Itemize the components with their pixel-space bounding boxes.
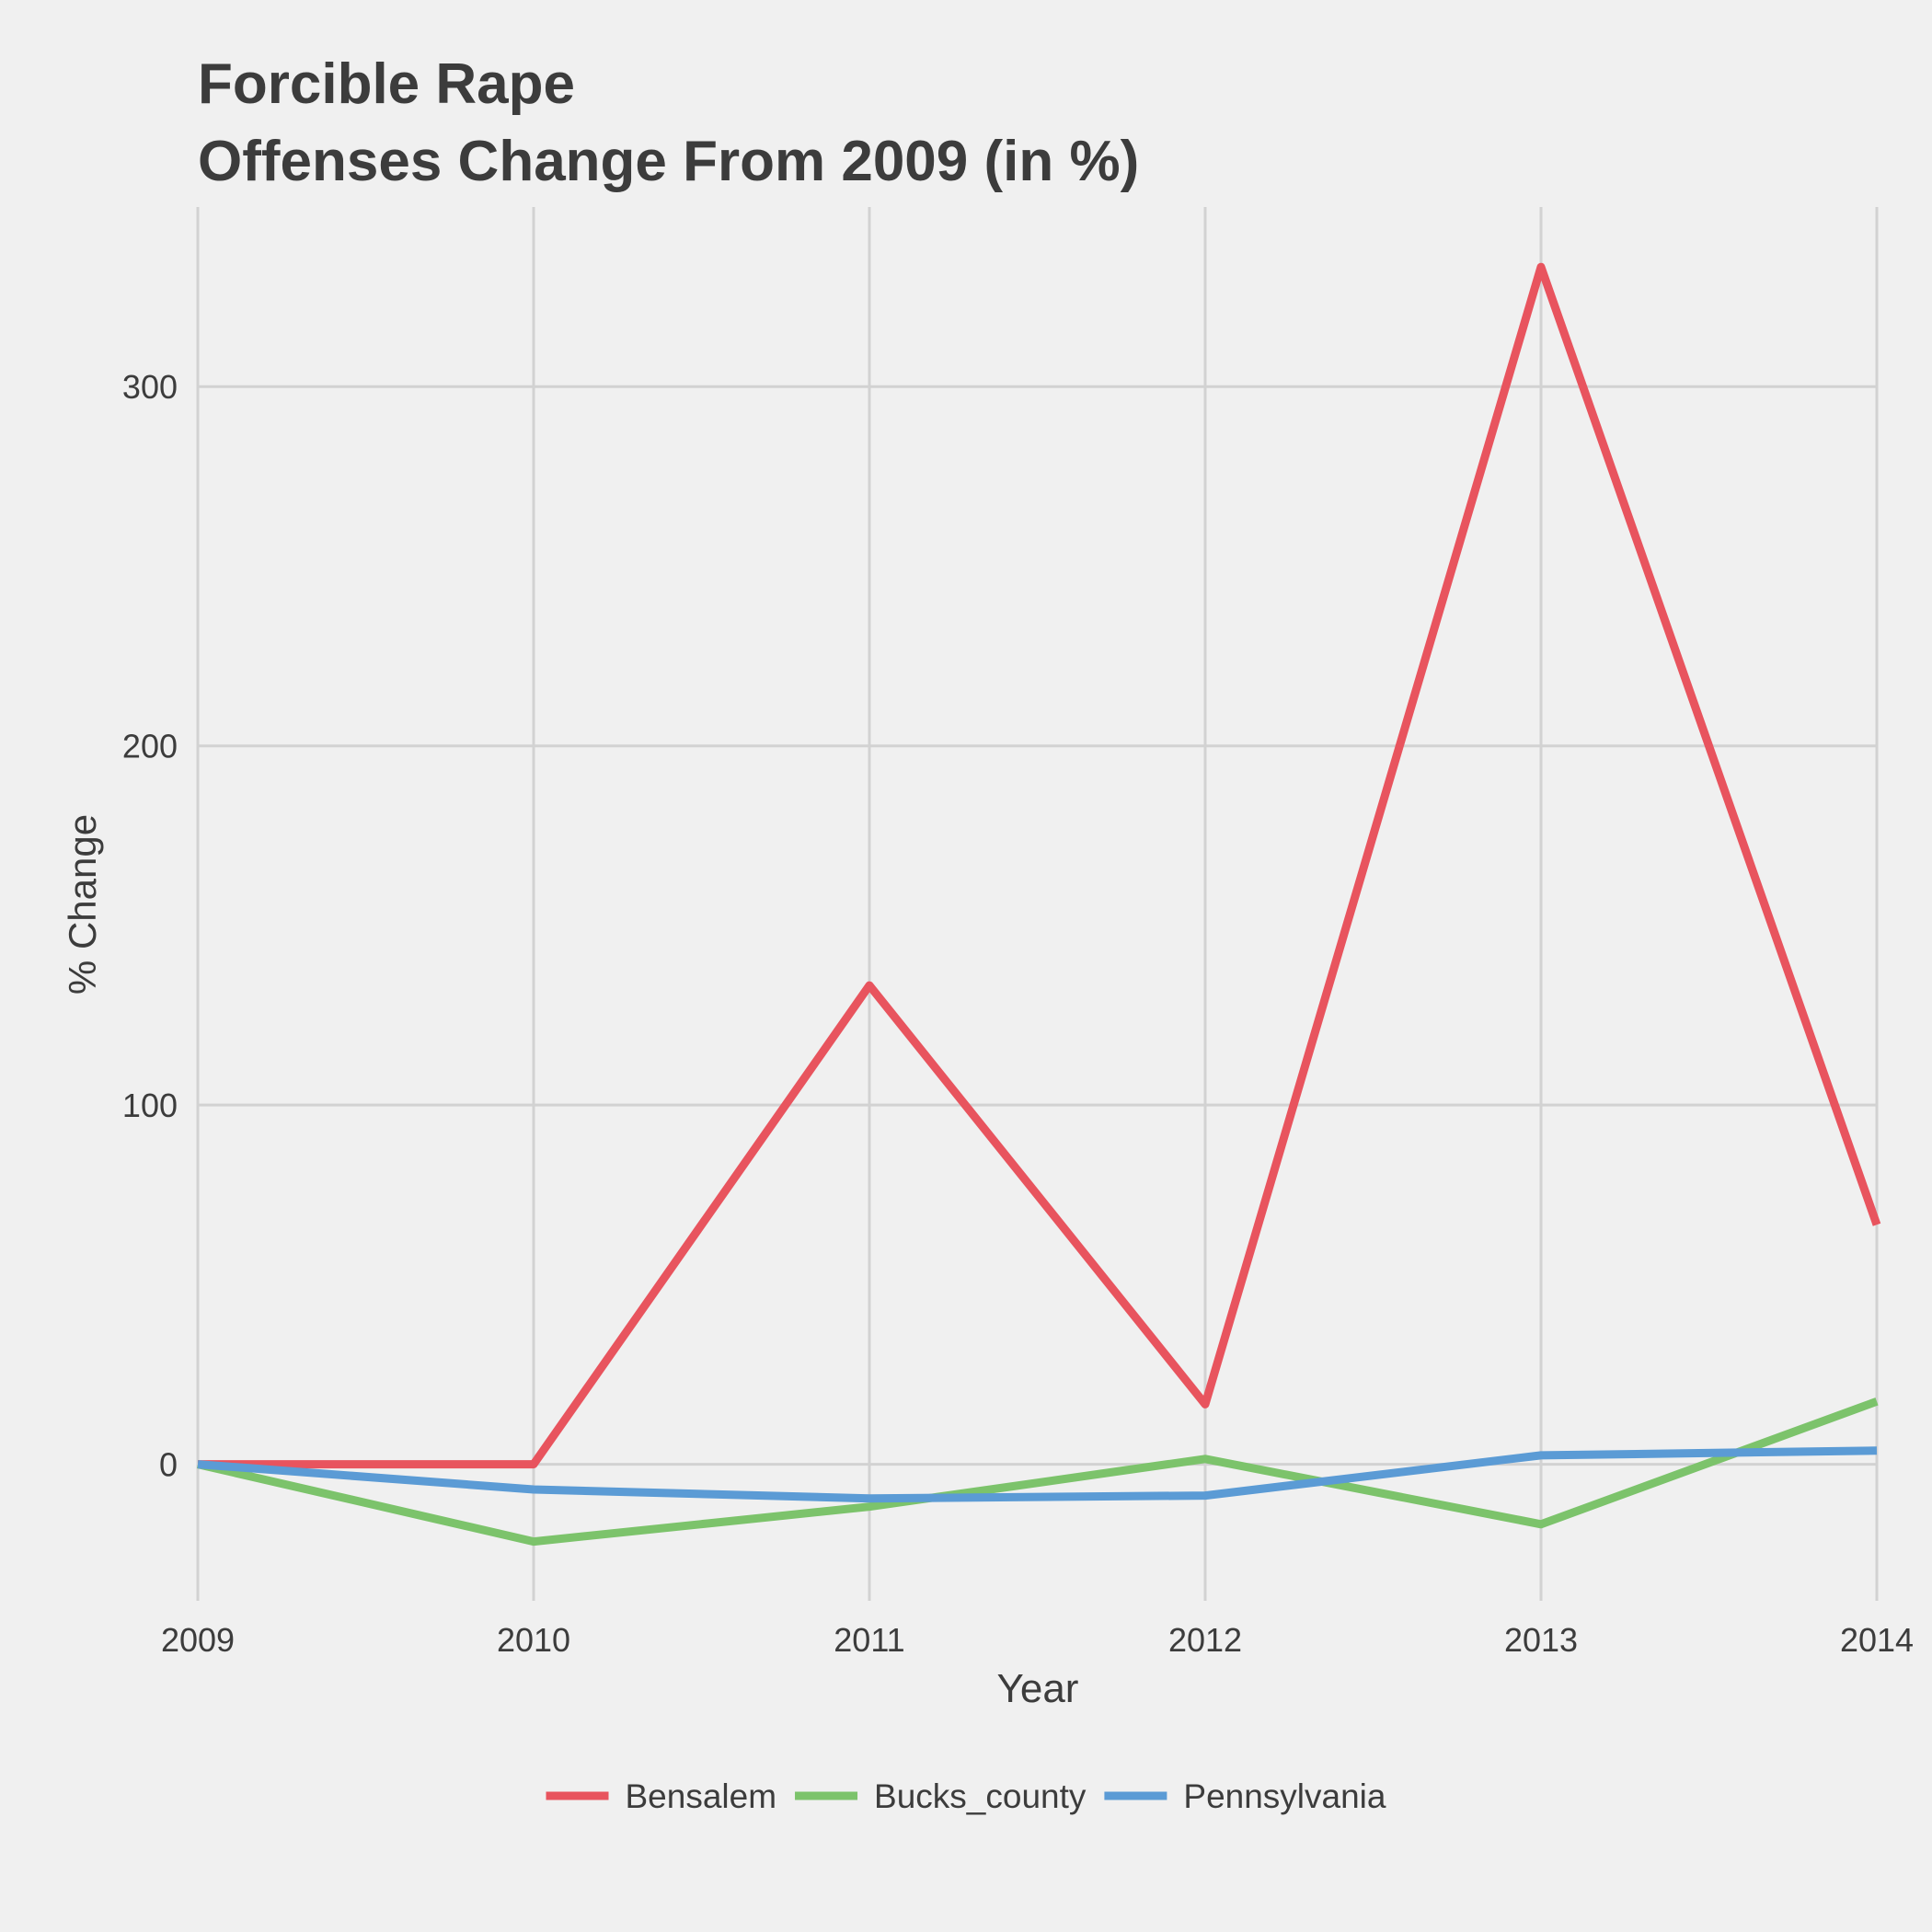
legend-label-pennsylvania: Pennsylvania (1183, 1777, 1386, 1815)
x-tick-label: 2012 (1168, 1621, 1242, 1659)
y-tick-label: 300 (122, 368, 178, 406)
y-tick-label: 0 (159, 1446, 178, 1484)
series-line-bensalem (198, 262, 1881, 1469)
legend-label-bucks-county: Bucks_county (874, 1777, 1087, 1815)
chart-title: Forcible Rape Offenses Change From 2009 … (198, 52, 1139, 193)
x-tick-label: 2011 (834, 1621, 904, 1659)
y-tick-label: 200 (122, 728, 178, 765)
legend: Bensalem Bucks_county Pennsylvania (546, 1777, 1386, 1815)
chart-title-line-2: Offenses Change From 2009 (in %) (198, 130, 1139, 193)
x-axis-title: Year (997, 1666, 1079, 1711)
x-tick-label: 2009 (161, 1621, 235, 1659)
series-line-bucks-county (196, 1397, 1879, 1547)
y-axis-ticks: 0 100 200 300 (122, 368, 178, 1483)
chart-title-line-1: Forcible Rape (198, 52, 575, 116)
y-axis-title: % Change (61, 814, 104, 995)
x-tick-label: 2013 (1504, 1621, 1578, 1659)
legend-label-bensalem: Bensalem (626, 1777, 777, 1815)
x-tick-label: 2010 (497, 1621, 570, 1659)
gridlines (196, 207, 1879, 1601)
x-axis-ticks: 2009 2010 2011 2012 2013 2014 (161, 1621, 1914, 1659)
series-line-pennsylvania (197, 1446, 1878, 1503)
series-lines (196, 262, 1881, 1547)
y-tick-label: 100 (122, 1087, 178, 1124)
x-tick-label: 2014 (1840, 1621, 1914, 1659)
